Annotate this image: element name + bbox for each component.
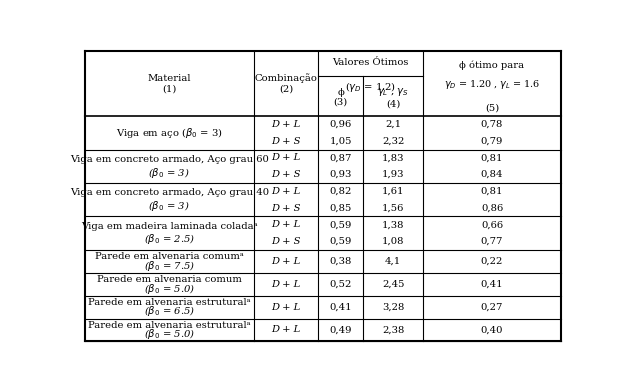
Text: 0,81: 0,81 (481, 153, 503, 163)
Text: D + L: D + L (272, 153, 301, 163)
Text: Parede em alvenaria comum: Parede em alvenaria comum (97, 275, 242, 284)
Text: 1,56: 1,56 (382, 204, 404, 212)
Text: D + S: D + S (271, 237, 301, 246)
Text: $\gamma_L$ , $\gamma_S$
(4): $\gamma_L$ , $\gamma_S$ (4) (377, 86, 409, 108)
Text: 0,85: 0,85 (329, 204, 352, 212)
Text: Parede em alvenaria estruturalᵃ: Parede em alvenaria estruturalᵃ (88, 321, 251, 330)
Text: ($\beta_0$ = 5.0): ($\beta_0$ = 5.0) (144, 327, 195, 341)
Text: Parede em alvenaria estruturalᵃ: Parede em alvenaria estruturalᵃ (88, 298, 251, 307)
Text: Material
(1): Material (1) (147, 74, 191, 93)
Text: ($\beta_0$ = 7.5): ($\beta_0$ = 7.5) (144, 259, 195, 272)
Text: 0,93: 0,93 (329, 170, 352, 179)
Text: 0,40: 0,40 (481, 325, 503, 334)
Text: D + S: D + S (271, 204, 301, 212)
Text: 0,81: 0,81 (481, 187, 503, 196)
Text: 0,77: 0,77 (481, 237, 503, 246)
Text: ϕ
(3): ϕ (3) (334, 87, 348, 107)
Text: D + L: D + L (272, 120, 301, 129)
Text: D + L: D + L (272, 220, 301, 229)
Text: D + L: D + L (272, 257, 301, 266)
Text: D + S: D + S (271, 137, 301, 146)
Text: 1,08: 1,08 (382, 237, 404, 246)
Text: 0,96: 0,96 (329, 120, 352, 129)
Text: 1,83: 1,83 (382, 153, 404, 163)
Text: 0,87: 0,87 (329, 153, 352, 163)
Text: 0,59: 0,59 (329, 220, 352, 229)
Text: 0,41: 0,41 (329, 303, 352, 312)
Text: Valores Ótimos: Valores Ótimos (333, 58, 409, 67)
Text: 1,38: 1,38 (382, 220, 404, 229)
Text: 2,38: 2,38 (382, 325, 404, 334)
Text: 4,1: 4,1 (385, 257, 401, 266)
Text: 2,1: 2,1 (385, 120, 401, 129)
Text: ($\beta_0$ = 6.5): ($\beta_0$ = 6.5) (144, 305, 195, 319)
Text: $\gamma_D$ = 1.20 , $\gamma_L$ = 1.6: $\gamma_D$ = 1.20 , $\gamma_L$ = 1.6 (444, 78, 540, 91)
Text: D + L: D + L (272, 325, 301, 334)
Text: 0,27: 0,27 (481, 303, 503, 312)
Text: Viga em concreto armado, Aço grau 60: Viga em concreto armado, Aço grau 60 (70, 155, 268, 164)
Text: D + L: D + L (272, 187, 301, 196)
Text: 0,84: 0,84 (481, 170, 503, 179)
Text: ($\beta_0$ = 3): ($\beta_0$ = 3) (149, 199, 190, 213)
Text: 1,61: 1,61 (382, 187, 404, 196)
Text: D + L: D + L (272, 280, 301, 289)
Text: (5): (5) (485, 104, 499, 113)
Text: 0,41: 0,41 (481, 280, 503, 289)
Text: Viga em madeira laminada coladaᵃ: Viga em madeira laminada coladaᵃ (81, 222, 258, 231)
Text: Viga em aço ($\beta_0$ = 3): Viga em aço ($\beta_0$ = 3) (116, 126, 222, 140)
Text: 1,05: 1,05 (329, 137, 352, 146)
Text: ($\gamma_D$ = 1.2): ($\gamma_D$ = 1.2) (345, 80, 396, 94)
Text: 0,52: 0,52 (329, 280, 352, 289)
Text: ϕ ótimo para: ϕ ótimo para (459, 60, 525, 70)
Text: 0,79: 0,79 (481, 137, 503, 146)
Text: 1,93: 1,93 (382, 170, 404, 179)
Text: 2,45: 2,45 (382, 280, 404, 289)
Text: 0,59: 0,59 (329, 237, 352, 246)
Text: 3,28: 3,28 (382, 303, 404, 312)
Text: D + L: D + L (272, 303, 301, 312)
Text: 0,22: 0,22 (481, 257, 503, 266)
Text: ($\beta_0$ = 2.5): ($\beta_0$ = 2.5) (144, 233, 195, 247)
Text: 0,66: 0,66 (481, 220, 503, 229)
Text: 0,82: 0,82 (329, 187, 352, 196)
Text: Combinação
(2): Combinação (2) (255, 74, 318, 94)
Text: 2,32: 2,32 (382, 137, 404, 146)
Text: ($\beta_0$ = 5.0): ($\beta_0$ = 5.0) (144, 281, 195, 296)
Text: 0,49: 0,49 (329, 325, 352, 334)
Text: Viga em concreto armado, Aço grau 40: Viga em concreto armado, Aço grau 40 (70, 188, 269, 197)
Text: ($\beta_0$ = 3): ($\beta_0$ = 3) (149, 166, 190, 180)
Text: 0,86: 0,86 (481, 204, 503, 212)
Text: 0,38: 0,38 (329, 257, 352, 266)
Text: Parede em alvenaria comumᵃ: Parede em alvenaria comumᵃ (95, 252, 244, 261)
Text: D + S: D + S (271, 170, 301, 179)
Text: 0,78: 0,78 (481, 120, 503, 129)
